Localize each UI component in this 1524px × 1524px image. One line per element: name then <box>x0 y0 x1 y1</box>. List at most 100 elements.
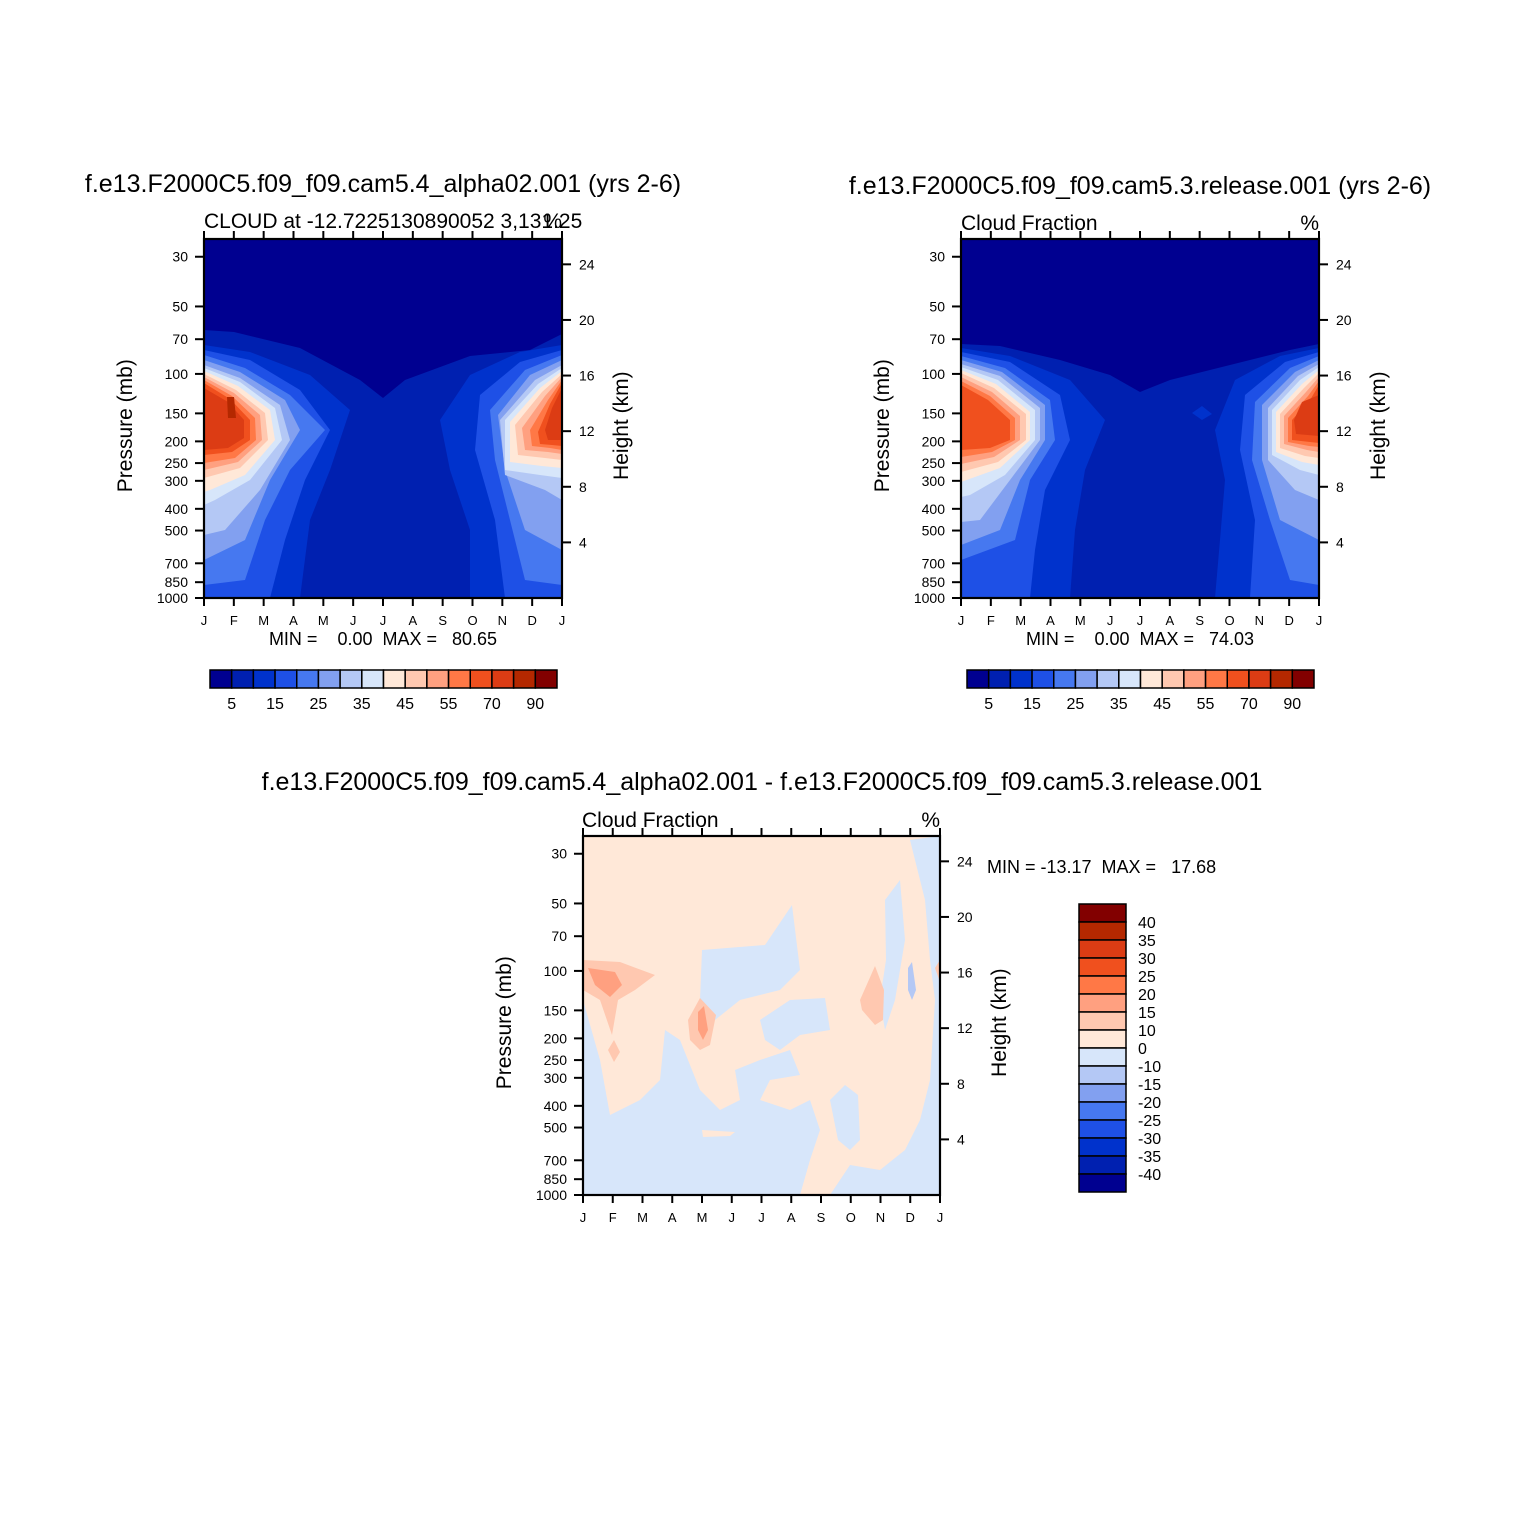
y-tick-label: 250 <box>165 455 189 471</box>
x-tick-label: M <box>318 613 329 628</box>
colorbar-swatch <box>1096 669 1120 689</box>
colorbar-label: -30 <box>1138 1131 1161 1148</box>
colorbar-swatch <box>1078 993 1127 1013</box>
colorbar-label: 45 <box>1153 696 1171 713</box>
panel-2-band-5-islet <box>1192 406 1212 420</box>
colorbar-swatch <box>209 669 233 689</box>
y-right-tick-label: 20 <box>579 312 595 328</box>
x-tick-label: N <box>876 1210 885 1225</box>
panel-2-subtitle: Cloud Fraction <box>961 212 1098 235</box>
y-tick-label: 700 <box>544 1152 568 1168</box>
y-tick-label: 30 <box>172 249 188 265</box>
y-tick-label: 100 <box>922 366 946 382</box>
panel-1-axes: J F M A M J J A S O N D J 30 50 70 100 150 200 250 300 400 500… <box>114 231 633 628</box>
colorbar-swatch <box>1078 975 1127 995</box>
panel-2-units: % <box>1300 212 1319 235</box>
x-tick-label: J <box>958 613 965 628</box>
colorbar-label: 0 <box>1138 1041 1147 1058</box>
y-right-tick-label: 4 <box>579 534 587 550</box>
panel-1-units: % <box>543 210 562 233</box>
colorbar-swatch <box>1078 1137 1127 1157</box>
panel-1-colorbar: 5 15 25 35 45 55 70 90 <box>209 669 558 713</box>
panel-2-band-65 <box>1294 395 1319 436</box>
colorbar-label: 5 <box>984 696 993 713</box>
colorbar-swatch <box>1009 669 1033 689</box>
colorbar-label: 70 <box>1240 696 1258 713</box>
colorbar-swatch <box>274 669 298 689</box>
panel-3-positive-cell-15 <box>588 968 622 997</box>
panel-3-negative-region-southern <box>830 1085 860 1150</box>
colorbar-swatch <box>1078 1083 1127 1103</box>
y-right-tick-label: 12 <box>1336 423 1352 439</box>
colorbar-swatch <box>1139 669 1163 689</box>
y-tick-label: 70 <box>172 331 188 347</box>
y-tick-label: 30 <box>929 249 945 265</box>
panel-2-title: f.e13.F2000C5.f09_f09.cam5.3.release.001… <box>849 172 1431 200</box>
colorbar-label: 15 <box>1023 696 1041 713</box>
colorbar-swatch <box>534 669 558 689</box>
x-tick-label: N <box>498 613 507 628</box>
panel-1: f.e13.F2000C5.f09_f09.cam5.4_alpha02.001… <box>85 170 681 713</box>
x-tick-label: M <box>637 1210 648 1225</box>
colorbar-swatch <box>361 669 385 689</box>
y-tick-label: 70 <box>551 928 567 944</box>
y-tick-label: 150 <box>544 1002 568 1018</box>
y-tick-label: 400 <box>544 1098 568 1114</box>
y-axis-title: Pressure (mb) <box>871 359 894 492</box>
y-right-tick-label: 16 <box>579 368 595 384</box>
y-tick-label: 700 <box>165 555 189 571</box>
colorbar-label: 45 <box>396 696 414 713</box>
x-tick-label: A <box>289 613 298 628</box>
x-tick-label: M <box>1015 613 1026 628</box>
y-tick-label: 850 <box>922 574 946 590</box>
y-right-axis-title: Height (km) <box>988 968 1011 1077</box>
colorbar-label: 35 <box>1138 933 1156 950</box>
y-tick-label: 300 <box>922 473 946 489</box>
x-tick-label: A <box>408 613 417 628</box>
panel-3-contours <box>583 836 940 1195</box>
colorbar-swatch <box>1078 1029 1127 1049</box>
panel-1-band-65b <box>545 388 562 440</box>
colorbar-swatch <box>1078 903 1127 923</box>
x-tick-label: M <box>258 613 269 628</box>
panel-1-stats: MIN = 0.00 MAX = 80.65 <box>269 629 497 649</box>
y-right-tick-label: 8 <box>579 479 587 495</box>
panel-2-contours <box>961 239 1319 598</box>
panel-2-band-near-surface <box>1070 576 1140 586</box>
colorbar-swatch <box>1078 1101 1127 1121</box>
colorbar-swatch <box>1078 1047 1127 1067</box>
colorbar-label: 15 <box>266 696 284 713</box>
x-tick-label: S <box>438 613 447 628</box>
colorbar-swatch <box>1248 669 1272 689</box>
colorbar-swatch <box>1078 1173 1127 1193</box>
y-axis-title: Pressure (mb) <box>493 956 516 1089</box>
panel-3: f.e13.F2000C5.f09_f09.cam5.4_alpha02.001… <box>262 768 1263 1225</box>
y-tick-label: 200 <box>544 1030 568 1046</box>
colorbar-label: 10 <box>1138 1023 1156 1040</box>
x-tick-label: D <box>1284 613 1293 628</box>
colorbar-swatch <box>382 669 406 689</box>
panel-1-contours <box>204 239 562 598</box>
colorbar-swatch <box>1074 669 1098 689</box>
colorbar-swatch <box>1269 669 1294 689</box>
colorbar-swatch <box>1078 921 1127 941</box>
colorbar-swatch <box>966 669 990 689</box>
y-tick-label: 400 <box>922 501 946 517</box>
x-tick-label: M <box>1075 613 1086 628</box>
panel-3-positive-cell-15b <box>698 1006 708 1040</box>
y-right-tick-label: 8 <box>957 1076 965 1092</box>
x-tick-label: A <box>668 1210 677 1225</box>
x-tick-label: J <box>729 1210 736 1225</box>
colorbar-swatch <box>447 669 471 689</box>
x-tick-label: J <box>559 613 566 628</box>
colorbar-label: 30 <box>1138 951 1156 968</box>
colorbar-swatch <box>1078 1065 1127 1085</box>
x-tick-label: S <box>817 1210 826 1225</box>
colorbar-swatch <box>1161 669 1185 689</box>
y-right-tick-label: 20 <box>1336 312 1352 328</box>
y-tick-label: 1000 <box>536 1187 567 1203</box>
y-right-axis-title: Height (km) <box>610 371 633 480</box>
panel-2-band-60 <box>961 385 1010 450</box>
colorbar-label: -15 <box>1138 1077 1161 1094</box>
